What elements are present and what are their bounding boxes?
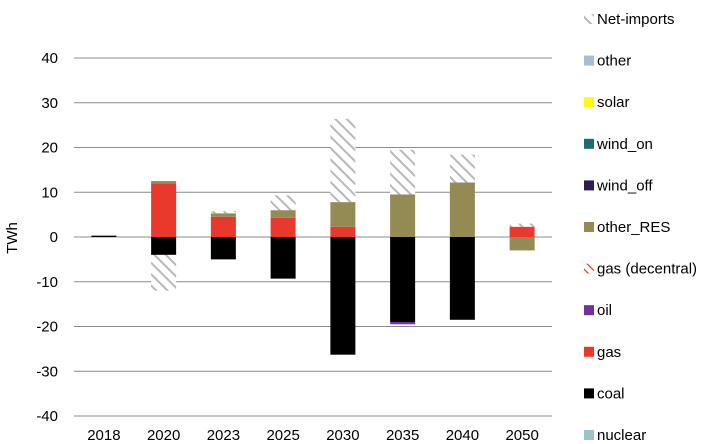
bar-segment <box>390 149 416 195</box>
y-tick-label: 0 <box>50 229 58 246</box>
y-tick-label: -40 <box>36 408 58 425</box>
legend-swatch <box>584 430 594 440</box>
y-tick-label: 10 <box>41 184 58 201</box>
bar-segment <box>270 237 296 279</box>
bar-segment <box>509 237 535 251</box>
x-tick-label: 2020 <box>147 427 180 444</box>
legend-label: coal <box>597 385 625 402</box>
legend-swatch <box>584 305 594 316</box>
legend-label: wind_on <box>596 136 653 153</box>
bar-segment <box>91 235 117 237</box>
bar-segment <box>509 226 535 237</box>
legend-swatch <box>584 388 594 399</box>
legend-swatch <box>584 180 594 191</box>
legend-label: wind_off <box>596 177 653 194</box>
x-tick-label: 2050 <box>505 427 538 444</box>
bar-segment <box>330 237 356 355</box>
bar-segment <box>449 182 475 237</box>
legend-label: solar <box>597 94 630 111</box>
legend-label: oil <box>597 302 612 319</box>
legend-swatch <box>584 97 594 108</box>
legend-swatch <box>584 346 594 357</box>
bar-segment <box>210 211 236 214</box>
bar-segment <box>330 118 356 203</box>
bar-segment <box>210 213 236 217</box>
x-tick-label: 2018 <box>87 427 120 444</box>
y-tick-label: 20 <box>41 140 58 157</box>
legend-swatch <box>584 263 594 274</box>
bar-segment <box>151 181 177 184</box>
bars <box>91 118 535 355</box>
bar-segment <box>449 154 475 183</box>
legend-label: gas (decentral) <box>597 261 697 278</box>
bar-segment <box>449 237 475 320</box>
y-tick-label: -20 <box>36 319 58 336</box>
legend-label: other <box>597 53 631 70</box>
legend-swatch <box>584 138 594 149</box>
legend: Net-imports other solar wind_on wind_offothe… <box>584 11 697 444</box>
y-tick-label: -10 <box>36 274 58 291</box>
bar-segment <box>390 237 416 323</box>
bar-segment <box>390 322 416 325</box>
bar-segment <box>151 183 177 237</box>
x-tick-label: 2040 <box>446 427 479 444</box>
legend-label: other_RES <box>597 219 670 236</box>
axes: 40 30 20 10 0 -10 -20 -30 -40 2018 2020 2023 2025 203… <box>36 50 539 444</box>
x-tick-label: 2030 <box>326 427 359 444</box>
bar-segment <box>330 202 356 227</box>
y-tick-label: 40 <box>41 50 58 67</box>
bar-segment <box>210 216 236 237</box>
x-tick-label: 2023 <box>207 427 240 444</box>
legend-label: Net-imports <box>597 11 675 28</box>
y-tick-label: -30 <box>36 363 58 380</box>
y-tick-label: 30 <box>41 95 58 112</box>
bar-segment <box>509 223 535 227</box>
legend-swatch <box>584 14 594 24</box>
legend-swatch <box>584 55 594 66</box>
gridlines <box>74 57 552 417</box>
legend-label: nuclear <box>597 427 646 444</box>
y-axis-label: TWh <box>4 222 21 254</box>
bar-segment <box>270 210 296 218</box>
bar-segment <box>390 194 416 237</box>
x-tick-label: 2035 <box>386 427 419 444</box>
bar-segment <box>151 237 177 255</box>
x-tick-label: 2025 <box>266 427 299 444</box>
bar-segment <box>151 254 177 291</box>
legend-label: gas <box>597 344 621 361</box>
legend-swatch <box>584 222 594 232</box>
bar-segment <box>270 217 296 237</box>
bar-segment <box>330 226 356 237</box>
bar-segment <box>210 237 236 260</box>
bar-segment <box>270 195 296 211</box>
